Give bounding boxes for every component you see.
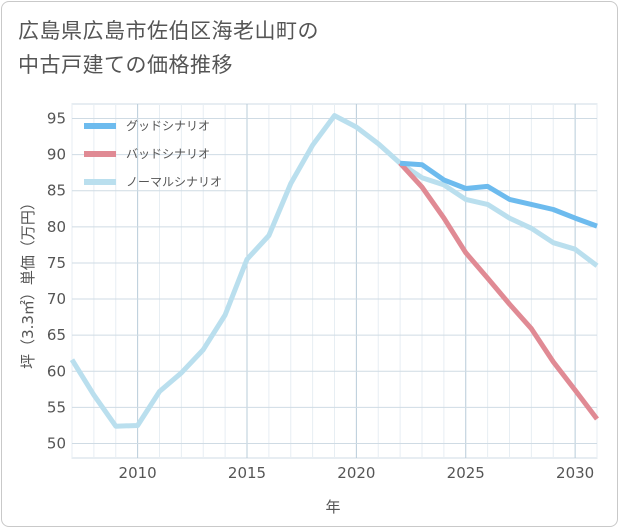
y-tick-label: 80	[47, 218, 66, 236]
x-tick-label: 2030	[556, 464, 594, 482]
x-tick-label: 2015	[228, 464, 266, 482]
series-line-2	[398, 161, 599, 421]
chart-title: 広島県広島市佐伯区海老山町の 中古戸建ての価格推移	[18, 14, 319, 82]
y-tick-label: 85	[47, 182, 66, 200]
legend-label: グッドシナリオ	[126, 119, 210, 133]
legend-label: バッドシナリオ	[126, 147, 210, 161]
chart-title-line1: 広島県広島市佐伯区海老山町の	[18, 19, 319, 43]
x-axis-title: 年	[325, 498, 340, 516]
chart-title-line2: 中古戸建ての価格推移	[18, 53, 233, 77]
x-tick-labels: 2010 2015 2020 2025 2030	[119, 464, 595, 482]
y-tick-label: 60	[47, 362, 66, 380]
x-tick-label: 2010	[119, 464, 157, 482]
y-tick-label: 55	[47, 398, 66, 416]
grid	[71, 103, 598, 459]
y-tick-label: 65	[47, 326, 66, 344]
y-axis-title: 坪（3.3㎡）単価（万円）	[19, 195, 37, 369]
y-tick-label: 70	[47, 290, 66, 308]
x-tick-label: 2020	[337, 464, 375, 482]
series-lines	[69, 113, 599, 429]
y-tick-label: 90	[47, 146, 66, 164]
series-line-3	[69, 113, 599, 429]
y-tick-label: 95	[47, 109, 66, 127]
x-tick-label: 2025	[447, 464, 485, 482]
y-tick-label: 50	[47, 435, 66, 453]
y-tick-label: 75	[47, 254, 66, 272]
series-line-1	[399, 160, 598, 229]
legend-label: ノーマルシナリオ	[126, 175, 222, 189]
y-tick-labels: 50 55 60 65 70 75 80 85 90 95	[47, 109, 66, 452]
